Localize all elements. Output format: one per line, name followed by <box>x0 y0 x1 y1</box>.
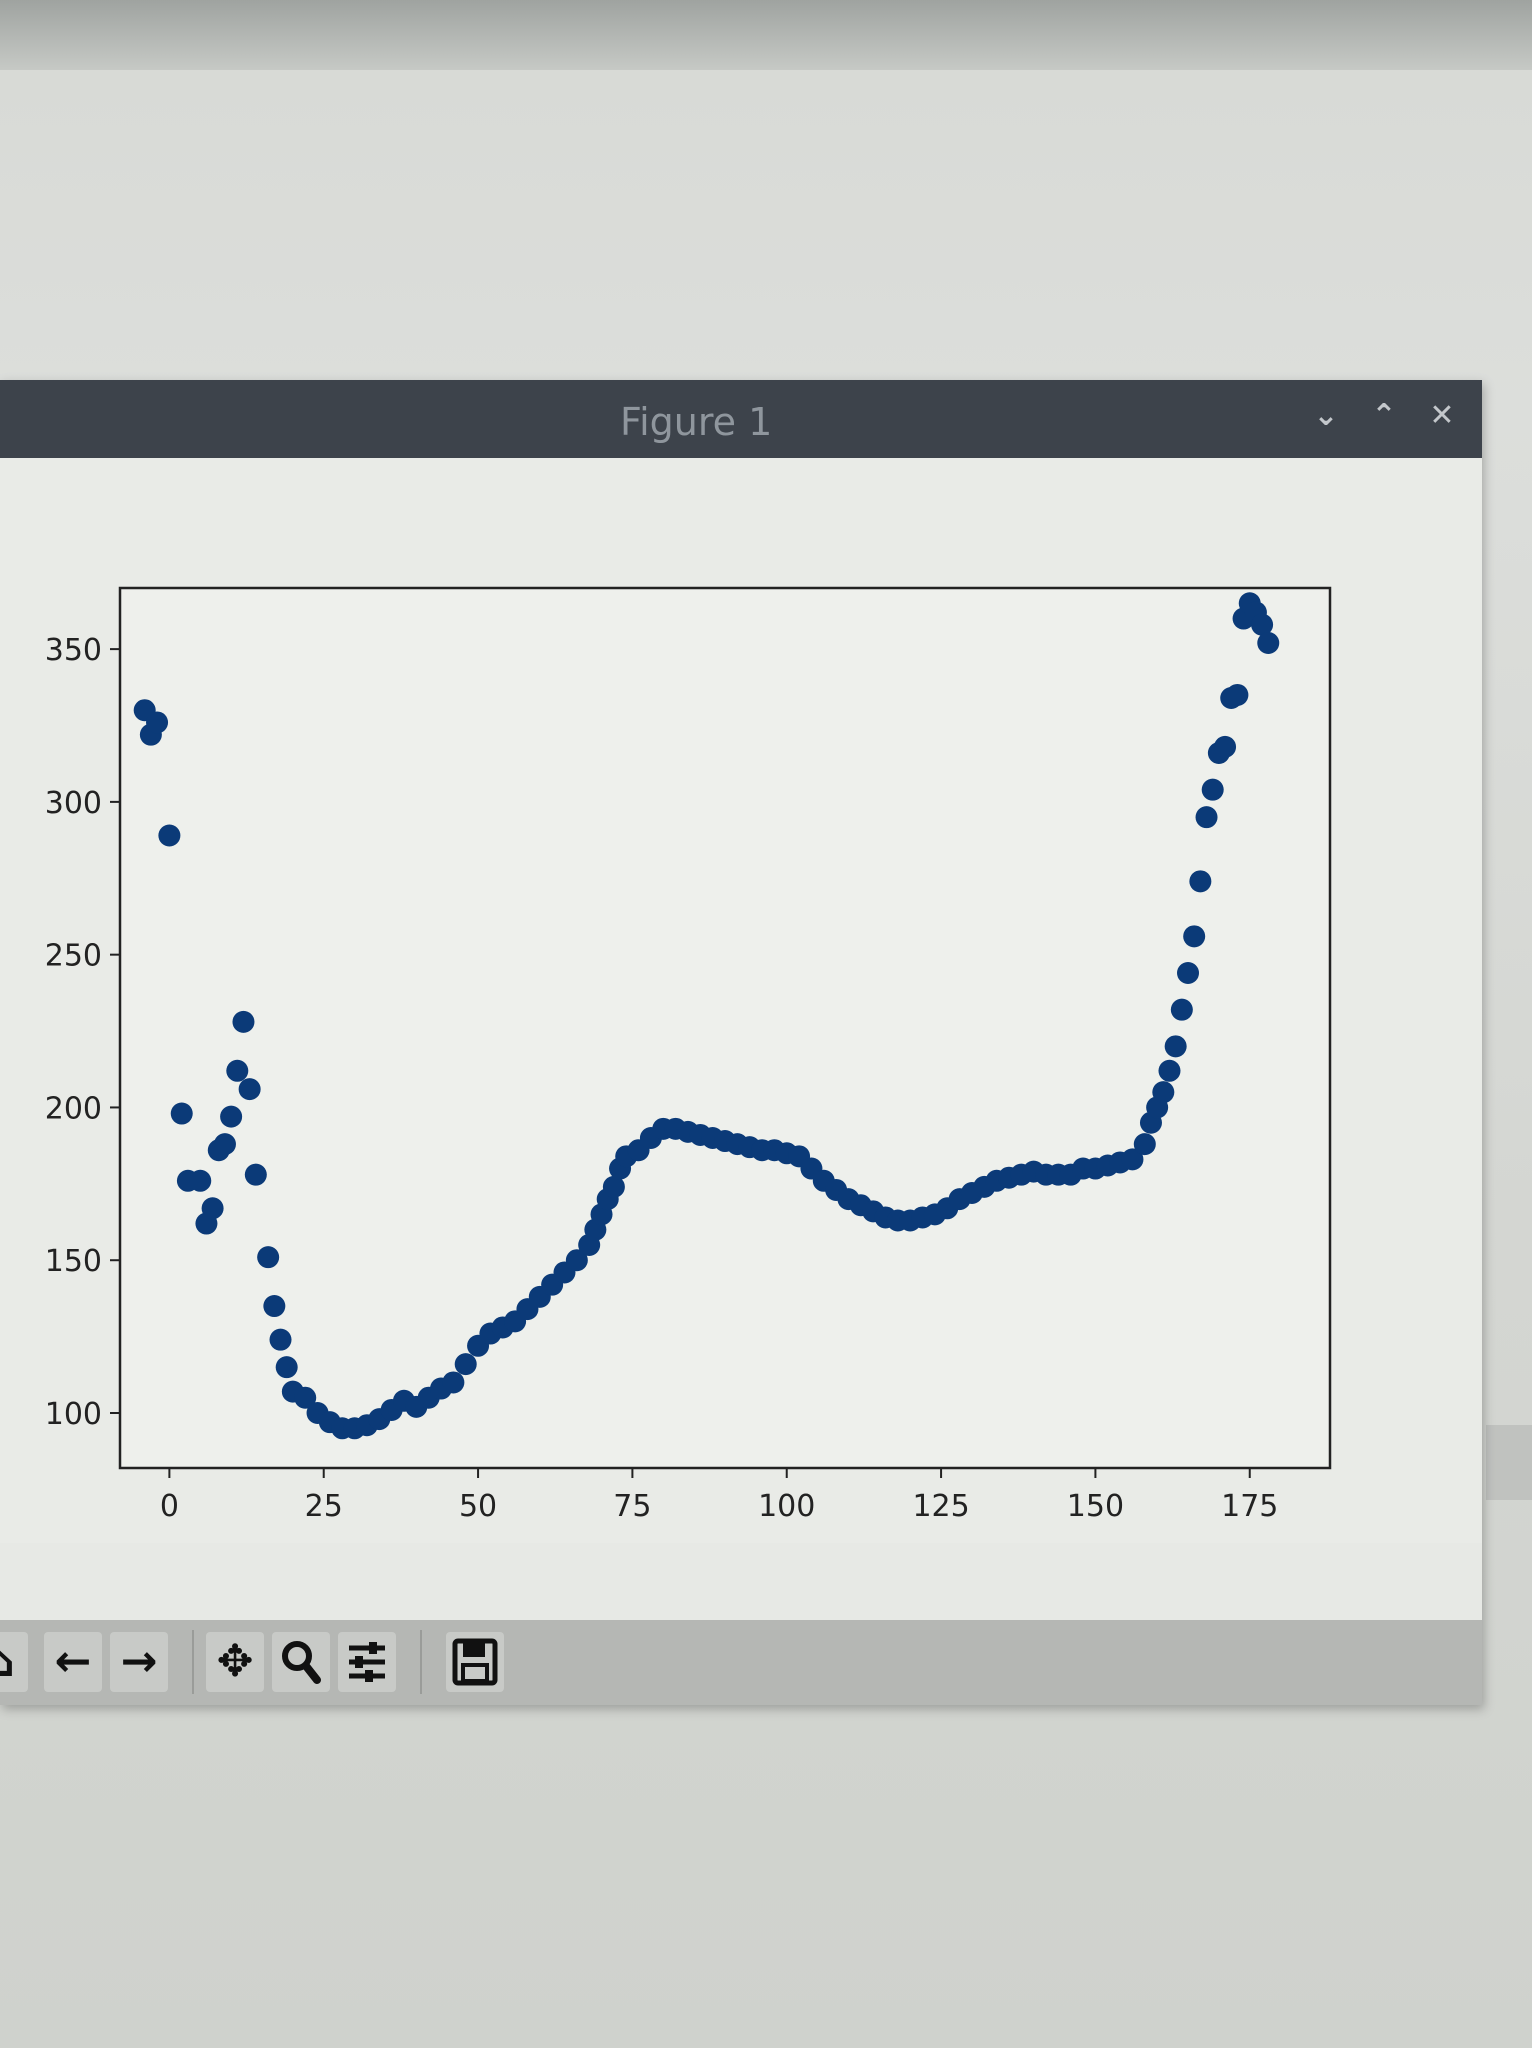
data-point <box>244 1163 267 1186</box>
data-point <box>170 1102 193 1125</box>
x-tick-label: 100 <box>758 1489 815 1524</box>
navigation-toolbar: ⌂ ← → ✥ <box>0 1620 1482 1705</box>
scatter-chart: 0 25 50 75 100 125 150 175 100 150 200 250 300 350 <box>45 586 1332 1524</box>
y-tick-label: 300 <box>45 786 102 821</box>
data-point <box>442 1371 465 1394</box>
plot-frame <box>118 586 1332 1470</box>
window-title: Figure 1 <box>620 400 773 444</box>
data-point <box>238 1078 261 1101</box>
background-window-edge <box>1486 1425 1532 1500</box>
data-point <box>257 1246 280 1269</box>
data-point <box>1226 683 1249 706</box>
data-point <box>565 1249 588 1272</box>
figure-canvas[interactable]: 0 25 50 75 100 125 150 175 100 150 200 250 300 350 <box>0 458 1482 1543</box>
data-point <box>1183 925 1206 948</box>
forward-arrow-icon[interactable]: → <box>110 1632 168 1692</box>
data-point <box>146 711 169 734</box>
data-point <box>1195 806 1218 829</box>
data-point <box>1251 613 1274 636</box>
pan-icon[interactable]: ✥ <box>206 1632 264 1692</box>
data-point <box>213 1133 236 1156</box>
y-tick-label: 350 <box>45 633 102 668</box>
data-point <box>189 1169 212 1192</box>
x-tick-label: 150 <box>1067 1489 1124 1524</box>
data-point <box>602 1175 625 1198</box>
toolbar-separator <box>192 1630 194 1694</box>
data-point <box>1189 870 1212 893</box>
data-point <box>1158 1059 1181 1082</box>
zoom-icon[interactable] <box>272 1632 330 1692</box>
configure-subplots-icon[interactable] <box>338 1632 396 1692</box>
data-point <box>226 1059 249 1082</box>
data-point <box>454 1353 477 1376</box>
x-tick-label: 175 <box>1221 1489 1278 1524</box>
data-point <box>1164 1035 1187 1058</box>
data-point <box>1121 1148 1144 1171</box>
y-tick-label: 150 <box>45 1244 102 1279</box>
data-point <box>1257 632 1280 654</box>
back-arrow-icon[interactable]: ← <box>44 1632 102 1692</box>
data-point <box>1133 1133 1156 1156</box>
data-point <box>1177 962 1200 984</box>
data-point <box>263 1295 286 1318</box>
data-point <box>275 1356 298 1379</box>
maximize-icon[interactable]: ⌃ <box>1371 398 1397 433</box>
data-point <box>158 824 181 847</box>
x-tick-label: 125 <box>912 1489 969 1524</box>
window-titlebar[interactable]: Figure 1 ⌄ ⌃ ✕ <box>0 380 1482 491</box>
data-point <box>1170 998 1193 1021</box>
x-tick-label: 0 <box>160 1489 179 1524</box>
x-tick-label: 75 <box>613 1489 651 1524</box>
y-tick-label: 250 <box>45 939 102 974</box>
figure-window[interactable]: Figure 1 ⌄ ⌃ ✕ 0 25 50 75 100 125 150 175 100 150… <box>0 380 1482 1705</box>
x-tick-label: 25 <box>305 1489 343 1524</box>
data-point <box>269 1328 292 1351</box>
minimize-icon[interactable]: ⌄ <box>1313 398 1339 433</box>
data-point <box>1214 735 1237 758</box>
data-point <box>201 1197 224 1220</box>
data-point <box>1201 778 1224 801</box>
screen-top-bezel <box>0 0 1532 70</box>
data-point <box>294 1386 317 1409</box>
y-tick-label: 100 <box>45 1397 102 1432</box>
data-point <box>1152 1081 1175 1104</box>
y-tick-label: 200 <box>45 1091 102 1126</box>
save-icon[interactable] <box>446 1632 504 1692</box>
data-point <box>232 1010 255 1033</box>
data-point <box>220 1105 243 1128</box>
toolbar-separator <box>420 1630 422 1694</box>
close-icon[interactable]: ✕ <box>1429 398 1455 433</box>
x-tick-label: 50 <box>459 1489 497 1524</box>
home-icon[interactable]: ⌂ <box>0 1632 28 1692</box>
